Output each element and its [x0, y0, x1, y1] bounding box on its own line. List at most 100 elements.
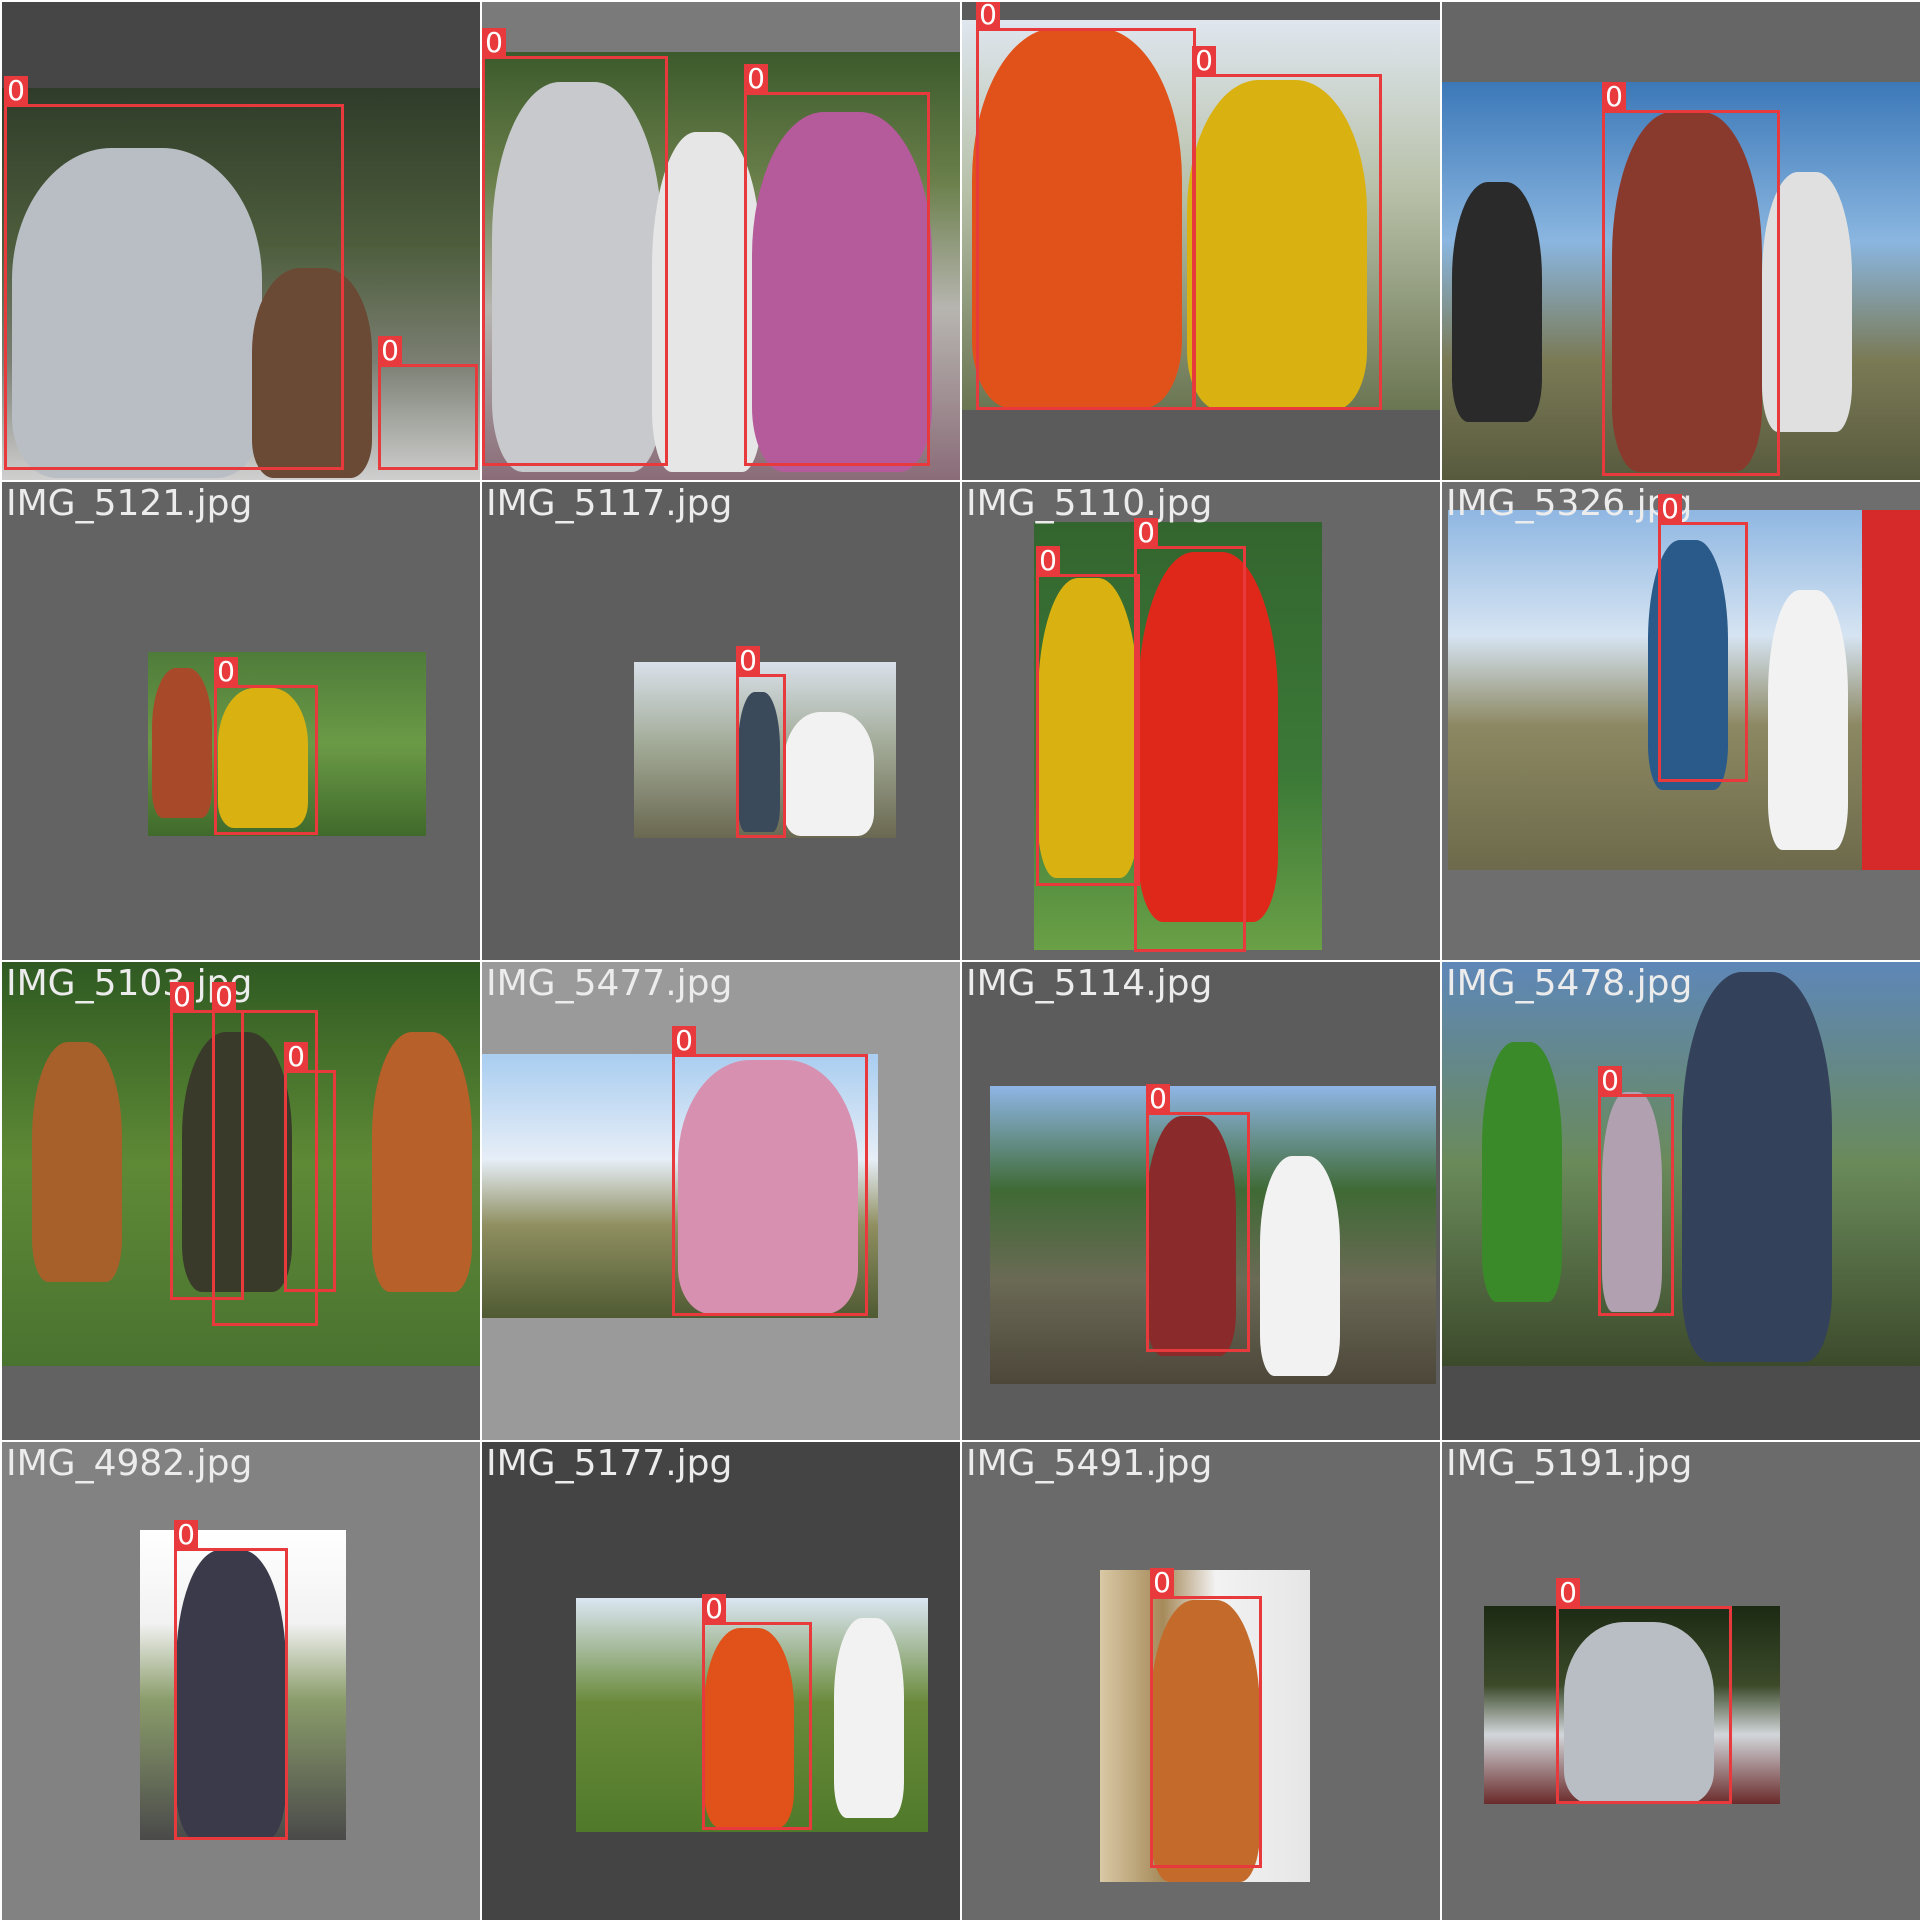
spectator-figure [1768, 590, 1848, 850]
masquerade-figure [752, 112, 932, 472]
masquerade-figure [176, 1550, 286, 1840]
tile-photo [482, 1054, 878, 1318]
tile-14: IMG_5177.jpg 0 [482, 1442, 960, 1920]
detection-box: 0 [284, 1042, 336, 1292]
class-label: 0 [174, 1520, 198, 1550]
banner [1862, 510, 1920, 870]
tile-caption: IMG_5117.jpg [486, 483, 733, 524]
tile-3: 0 0 [962, 2, 1440, 480]
class-label: 0 [1658, 494, 1682, 524]
tile-photo [1442, 82, 1920, 480]
class-label: 0 [1036, 546, 1060, 576]
spectator-figure [1452, 182, 1542, 422]
masquerade-figure [678, 1060, 858, 1314]
masquerade-figure [1038, 578, 1138, 878]
masquerade-figure [492, 82, 662, 472]
detection-box: 0 [672, 1026, 868, 1316]
class-label: 0 [744, 64, 768, 94]
class-label: 0 [976, 2, 1000, 30]
tile-caption: IMG_5103.jpg [6, 963, 253, 1004]
detection-box: 0 [1556, 1578, 1732, 1804]
spectator-figure [1482, 1042, 1562, 1302]
tile-caption: IMG_5491.jpg [966, 1443, 1213, 1484]
detection-box: 0 [482, 28, 668, 466]
detection-box: 0 [702, 1594, 812, 1830]
tile-caption: IMG_5326.jpg [1446, 483, 1693, 524]
spectator-figure [652, 132, 762, 472]
tile-8: IMG_5326.jpg 0 [1442, 482, 1920, 960]
detection-box: 0 [1146, 1084, 1250, 1352]
tile-13: IMG_4982.jpg 0 [2, 1442, 480, 1920]
spectator-figure [1682, 972, 1832, 1362]
masquerade-figure [218, 688, 308, 828]
masquerade-figure [972, 28, 1182, 408]
spectator-figure [152, 668, 212, 818]
detection-box: 0 [736, 646, 786, 838]
tile-caption: IMG_4982.jpg [6, 1443, 253, 1484]
tile-photo [962, 20, 1440, 410]
tile-15: IMG_5491.jpg 0 [962, 1442, 1440, 1920]
tile-7: IMG_5110.jpg 0 0 [962, 482, 1440, 960]
class-label: 0 [1598, 1066, 1622, 1096]
tile-11: IMG_5114.jpg 0 [962, 962, 1440, 1440]
class-label: 0 [378, 336, 402, 366]
spectator-figure [372, 1032, 472, 1292]
masquerade-figure [1138, 552, 1278, 922]
class-label: 0 [1134, 518, 1158, 548]
tile-caption: IMG_5121.jpg [6, 483, 253, 524]
masquerade-figure [182, 1032, 292, 1292]
spectator-figure [252, 268, 372, 478]
masquerade-figure [704, 1628, 794, 1828]
class-label: 0 [170, 982, 194, 1012]
tile-4: 0 [1442, 2, 1920, 480]
tile-16: IMG_5191.jpg 0 [1442, 1442, 1920, 1920]
tile-photo [2, 88, 480, 480]
tile-photo [482, 52, 960, 480]
class-label: 0 [4, 76, 28, 106]
masquerade-figure [738, 692, 780, 832]
detection-box: 0 [170, 982, 244, 1300]
spectator-figure [834, 1618, 904, 1818]
tile-caption: IMG_5191.jpg [1446, 1443, 1693, 1484]
tile-photo [148, 652, 426, 836]
masquerade-figure [1146, 1116, 1236, 1356]
detection-box: 0 [1658, 494, 1748, 782]
class-label: 0 [482, 28, 506, 58]
tile-caption: IMG_5177.jpg [486, 1443, 733, 1484]
tile-photo [1100, 1570, 1310, 1882]
tile-caption: IMG_5110.jpg [966, 483, 1213, 524]
tile-photo [634, 662, 896, 838]
spectator-figure [32, 1042, 122, 1282]
detection-box: 0 [174, 1520, 288, 1840]
tile-photo [1448, 510, 1920, 870]
masquerade-figure [1187, 80, 1367, 410]
tile-photo [1442, 962, 1920, 1366]
class-label: 0 [284, 1042, 308, 1072]
class-label: 0 [1556, 1578, 1580, 1608]
masquerade-figure [1648, 540, 1728, 790]
spectator-figure [784, 712, 874, 836]
class-label: 0 [212, 982, 236, 1012]
tile-9: IMG_5103.jpg 0 0 0 [2, 962, 480, 1440]
tile-caption: IMG_5478.jpg [1446, 963, 1693, 1004]
class-label: 0 [672, 1026, 696, 1056]
tile-photo [1034, 522, 1322, 950]
tile-photo [990, 1086, 1436, 1384]
detection-box: 0 [378, 336, 478, 470]
tile-5: IMG_5121.jpg 0 [2, 482, 480, 960]
class-label: 0 [1146, 1084, 1170, 1114]
masquerade-figure [1564, 1622, 1714, 1804]
tile-10: IMG_5477.jpg 0 [482, 962, 960, 1440]
class-label: 0 [702, 1594, 726, 1624]
masquerade-figure [1150, 1600, 1260, 1882]
spectator-figure [1260, 1156, 1340, 1376]
class-label: 0 [736, 646, 760, 676]
masquerade-figure [1602, 1092, 1662, 1312]
tile-caption: IMG_5114.jpg [966, 963, 1213, 1004]
detection-box: 0 [744, 64, 930, 466]
detection-box: 0 [4, 76, 344, 470]
tile-6: IMG_5117.jpg 0 [482, 482, 960, 960]
detection-box: 0 [976, 2, 1196, 410]
tile-photo [576, 1598, 928, 1832]
